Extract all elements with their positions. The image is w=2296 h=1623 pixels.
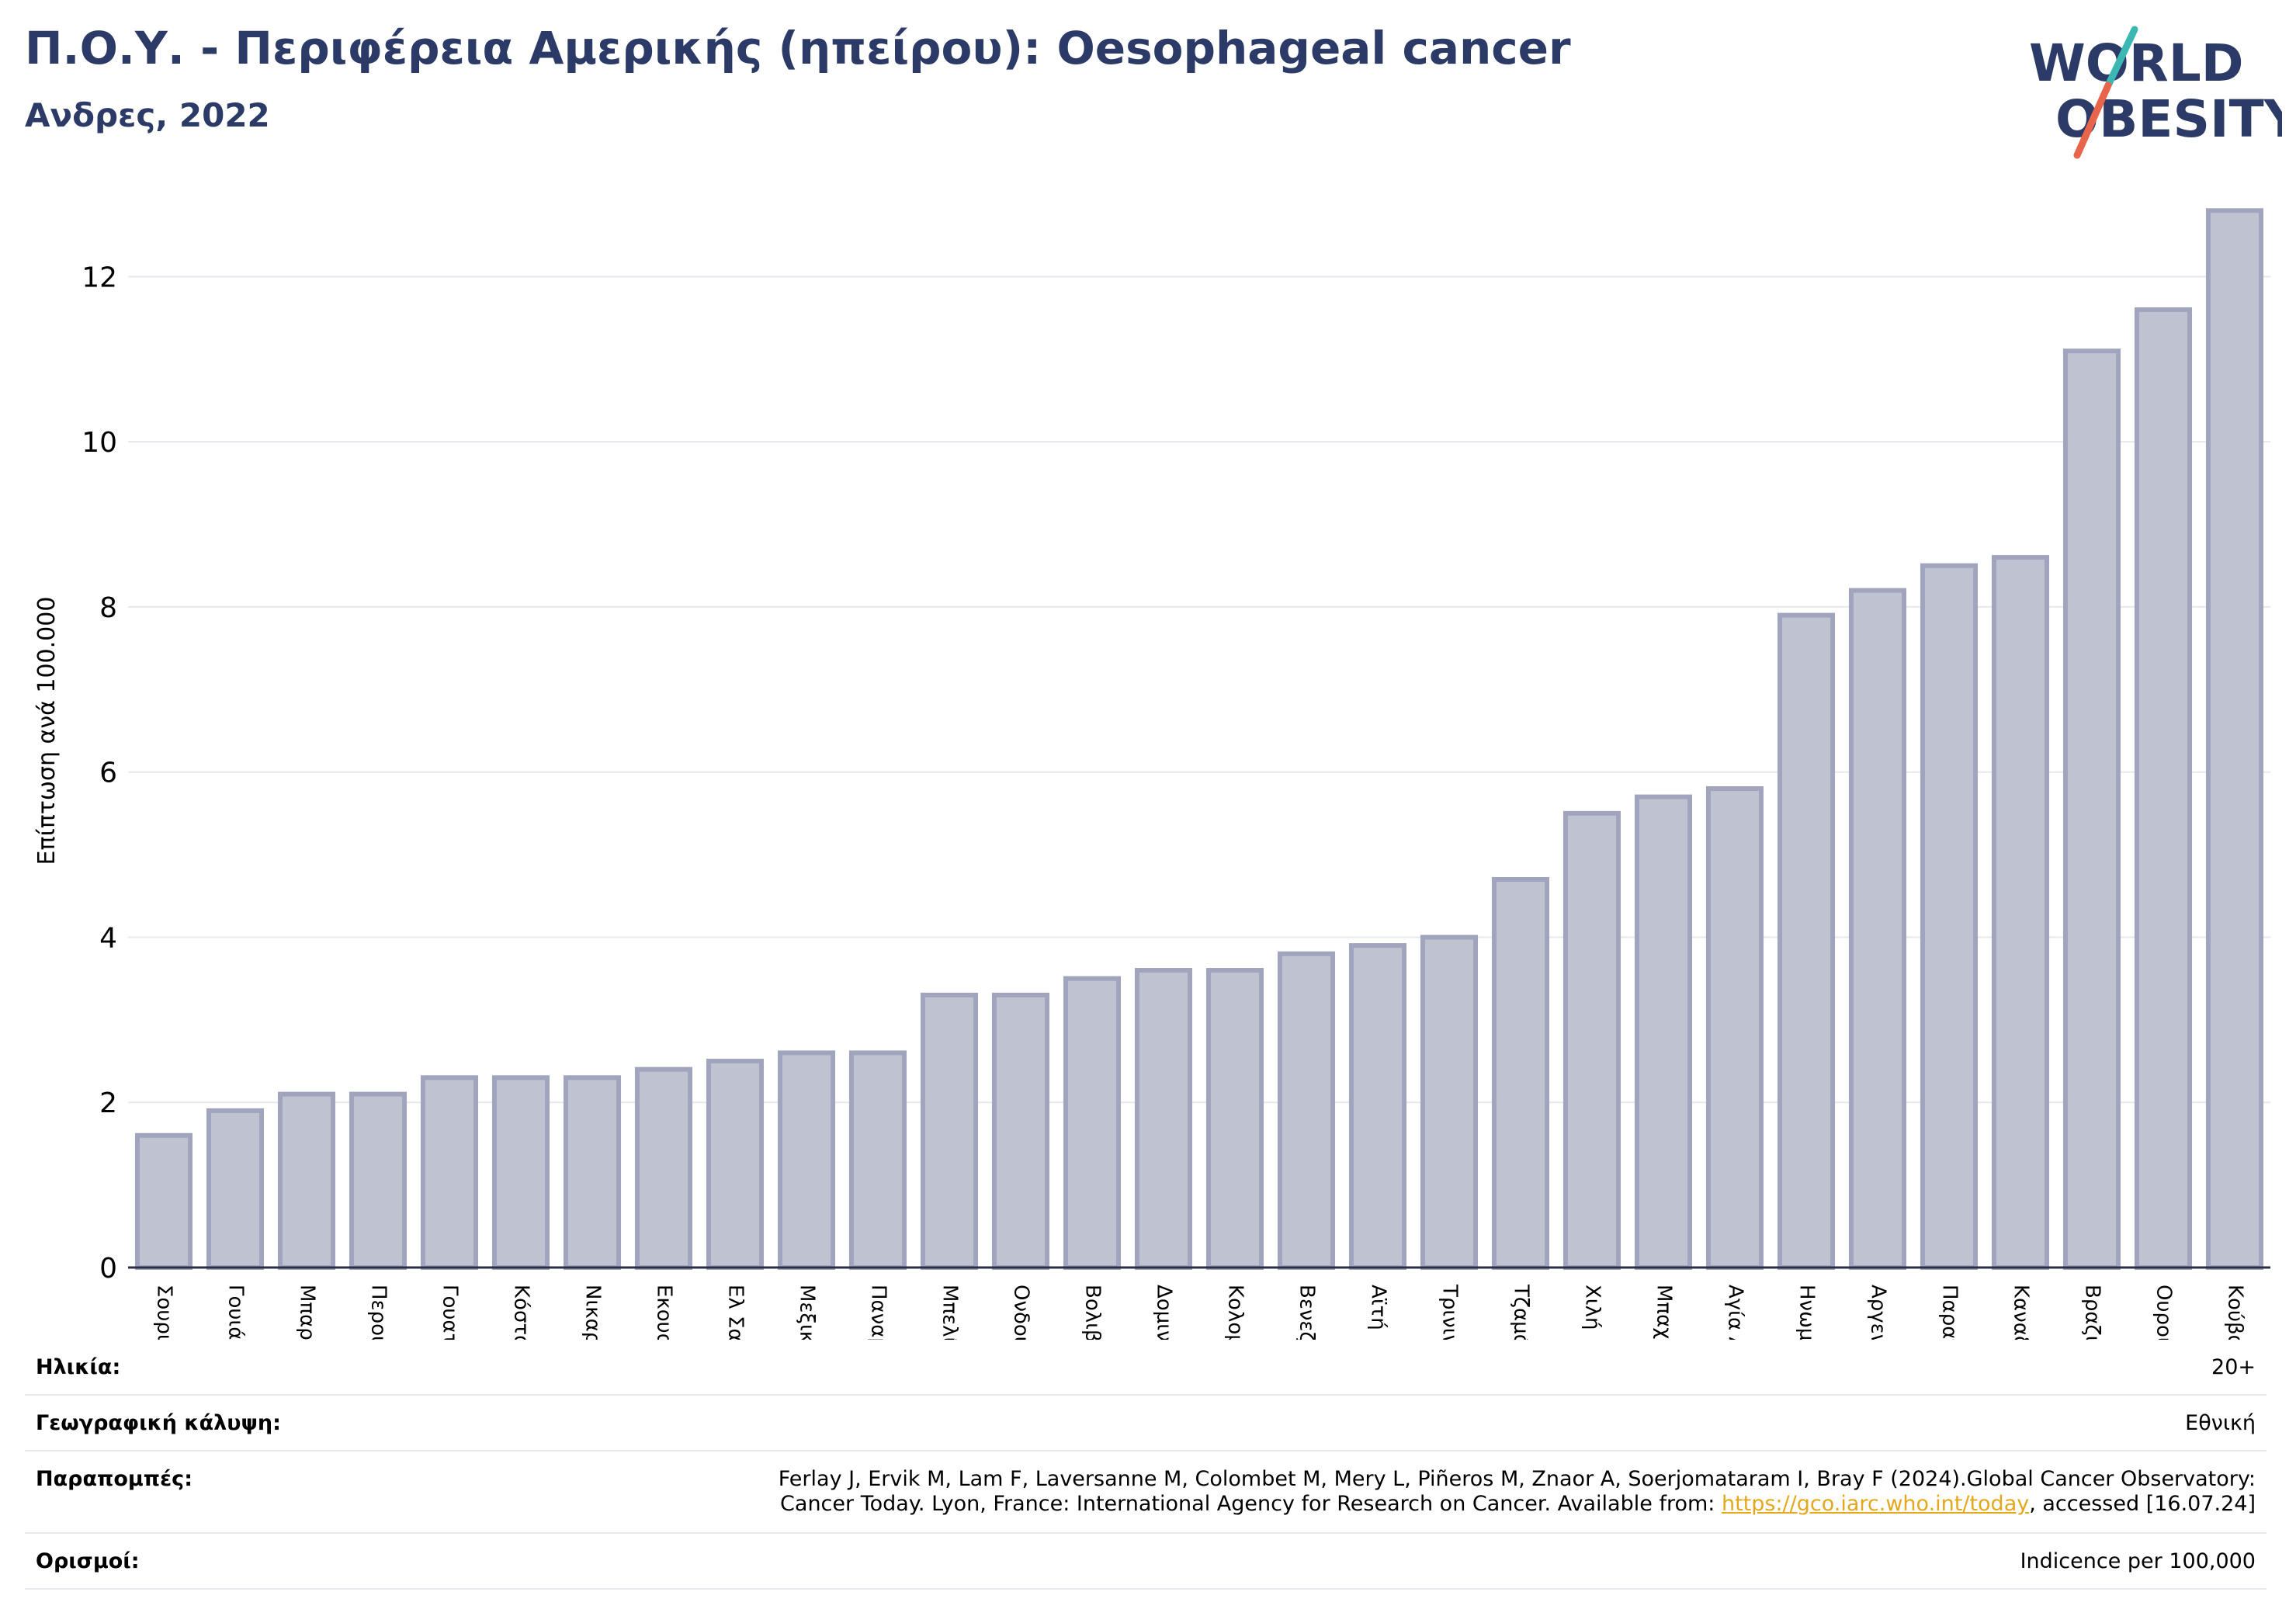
y-tick-label: 8: [99, 592, 117, 624]
bar: [1134, 968, 1193, 1270]
bar: [2134, 307, 2193, 1270]
bar: [206, 1108, 265, 1271]
reference-text: Cancer Today. Lyon, France: Internationa…: [780, 1492, 1722, 1516]
bar: [777, 1050, 836, 1271]
bar: [1063, 976, 1122, 1270]
page-title: Π.Ο.Υ. - Περιφέρεια Αμερικής (ηπείρου): …: [25, 22, 1571, 75]
bar: [2205, 208, 2264, 1270]
x-tick-label: Βολιβία: [1081, 1285, 1105, 1340]
x-tick-label: Κολομβία: [1224, 1285, 1247, 1340]
meta-row-definitions: Ορισμοί: Indicence per 100,000: [25, 1534, 2267, 1590]
logo-slash-bottom: [2073, 81, 2112, 159]
meta-coverage-value: Εθνική: [2185, 1411, 2256, 1435]
logo-slash-top: [2104, 26, 2138, 89]
bar-chart: 0 2 4 6 8 10 12 Σουρινάμ Γουιάνα Μπαρμπάντος Περο…: [33, 208, 2270, 1340]
x-tick-label: Γουιάνα: [224, 1285, 248, 1340]
bar: [491, 1075, 550, 1271]
x-tick-label: Γουατεμάλα: [439, 1285, 462, 1340]
chart-bars: [134, 208, 2264, 1271]
bar: [1777, 612, 1836, 1270]
reference-link[interactable]: https://gco.iarc.who.int/today: [1721, 1492, 2030, 1516]
bar: [1348, 943, 1407, 1270]
bar: [634, 1066, 693, 1270]
meta-row-coverage: Γεωγραφική κάλυψη: Εθνική: [25, 1396, 2267, 1451]
bar: [1634, 794, 1693, 1270]
x-tick-label: Αγία Λουκία: [1724, 1285, 1747, 1340]
bar: [420, 1075, 479, 1271]
y-tick-label: 6: [99, 758, 117, 789]
bar: [1277, 951, 1336, 1270]
chart-grid: [128, 276, 2270, 1104]
x-tick-label: Βενεζουέλα: [1295, 1285, 1319, 1340]
x-tick-label: Δομινικανή Δημοκρατία: [1153, 1285, 1176, 1340]
bar: [1205, 968, 1264, 1270]
logo-text-world: WORLD: [2029, 33, 2244, 93]
x-tick-label: Βραζιλία: [2081, 1285, 2104, 1340]
bar: [1920, 563, 1979, 1270]
x-tick-label: Τζαμάικα: [1510, 1284, 1533, 1340]
x-tick-label: Ουρουγουάη: [2152, 1285, 2176, 1340]
x-tick-label: Ελ Σαλβαδόρ: [724, 1285, 747, 1340]
y-tick-label: 12: [82, 262, 117, 293]
y-axis-label: Επίπτωση ανά 100.000: [33, 597, 61, 865]
x-tick-label: Αργεντινή: [1867, 1285, 1890, 1340]
x-tick-label: Παραγουάη: [1938, 1285, 1961, 1340]
x-tick-label: Αϊτή: [1367, 1285, 1390, 1330]
bar: [1562, 810, 1621, 1270]
bar: [2062, 349, 2121, 1271]
bar: [1491, 876, 1550, 1270]
bar: [991, 992, 1050, 1271]
x-tick-label: Χιλή: [1581, 1285, 1604, 1330]
y-tick-label: 0: [99, 1253, 117, 1285]
bar: [706, 1059, 765, 1270]
x-tick-label: Ονδούρα: [1010, 1285, 1033, 1340]
meta-coverage-label: Γεωγραφική κάλυψη:: [36, 1411, 281, 1435]
y-tick-label: 10: [82, 427, 117, 459]
reference-line-1: Ferlay J, Ervik M, Lam F, Laversanne M, …: [778, 1467, 2256, 1491]
x-axis-tick-labels: Σουρινάμ Γουιάνα Μπαρμπάντος Περού Γουατεμάλ…: [153, 1284, 2247, 1340]
world-obesity-logo: WORLD OBESITY: [2029, 26, 2282, 159]
x-tick-label: Μπελίζ: [938, 1285, 962, 1340]
x-tick-label: Μπαχάμες: [1653, 1285, 1676, 1340]
bar: [277, 1091, 336, 1270]
meta-row-references: Παραπομπές: Ferlay J, Ervik M, Lam F, La…: [25, 1451, 2267, 1534]
y-axis-ticks: 0 2 4 6 8 10 12: [82, 262, 117, 1285]
x-tick-label: Εκουαδόρ: [653, 1285, 676, 1340]
bar: [1705, 785, 1764, 1270]
bar: [848, 1050, 907, 1271]
x-tick-label: Παναμάς: [867, 1285, 890, 1340]
y-tick-label: 2: [99, 1087, 117, 1119]
bar: [1848, 588, 1907, 1270]
x-tick-label: Κόστα Ρίκα: [510, 1285, 533, 1340]
bar: [134, 1132, 193, 1271]
x-tick-label: Μεξικό: [796, 1285, 819, 1340]
reference-accessed: , accessed [16.07.24]: [2029, 1492, 2256, 1516]
bar: [1420, 935, 1479, 1270]
x-tick-label: Μπαρμπάντος: [296, 1285, 319, 1340]
x-tick-label: Τρινιντάντ και Τομπάγκο: [1438, 1284, 1462, 1340]
x-tick-label: Καναδάς: [2010, 1285, 2033, 1340]
x-tick-label: Περού: [367, 1285, 390, 1340]
x-tick-label: Νικαράγουα: [581, 1285, 605, 1340]
meta-age-value: 20+: [2211, 1355, 2256, 1379]
x-tick-label: Ηνωμένες Πολιτείες: [1795, 1285, 1819, 1340]
meta-definitions-label: Ορισμοί:: [36, 1549, 140, 1573]
bar: [563, 1075, 622, 1271]
meta-row-age: Ηλικία: 20+: [25, 1340, 2267, 1396]
meta-references-value: Ferlay J, Ervik M, Lam F, Laversanne M, …: [779, 1467, 2256, 1517]
meta-definitions-value: Indicence per 100,000: [2020, 1549, 2256, 1573]
bar: [1991, 555, 2050, 1270]
meta-age-label: Ηλικία:: [36, 1355, 121, 1379]
meta-references-label: Παραπομπές:: [36, 1467, 192, 1491]
page-subtitle: Ανδρες, 2022: [25, 96, 270, 134]
reference-line-2: Cancer Today. Lyon, France: Internationa…: [779, 1492, 2256, 1517]
x-tick-label: Κούβα: [2224, 1285, 2247, 1340]
bar: [349, 1091, 408, 1270]
y-tick-label: 4: [99, 922, 117, 954]
bar: [920, 992, 979, 1271]
metadata-table: Ηλικία: 20+ Γεωγραφική κάλυψη: Εθνική Πα…: [25, 1340, 2267, 1590]
x-tick-label: Σουρινάμ: [153, 1285, 176, 1340]
